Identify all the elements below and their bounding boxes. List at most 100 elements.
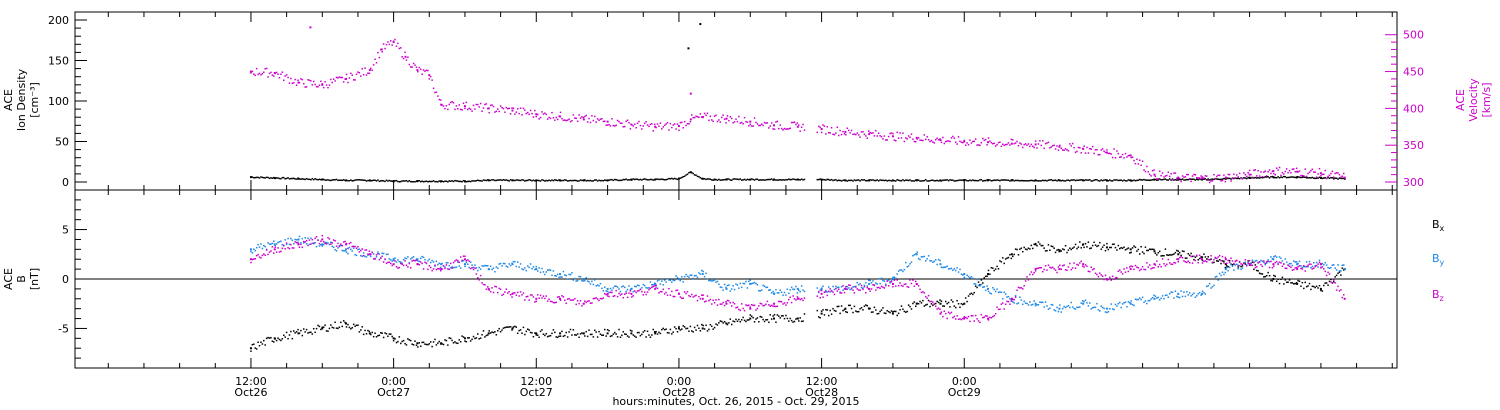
trace-point-Bz [832,291,834,293]
trace-point-velocity [1338,173,1341,176]
trace-point-Bx [862,309,864,311]
trace-point-Bx [414,340,416,342]
trace-point-By [997,291,1000,294]
trace-point-density [1033,180,1035,182]
trace-point-velocity [850,129,853,132]
trace-point-velocity [536,113,539,116]
trace-point-density [1247,176,1249,179]
trace-point-Bz [655,284,657,286]
trace-point-density [799,179,801,181]
trace-point-velocity [973,140,975,143]
trace-point-density [655,178,657,180]
trace-point-By [504,262,506,265]
trace-point-density [1177,178,1180,181]
trace-point-velocity [785,128,787,130]
trace-point-Bx [1074,243,1077,246]
trace-point-density [989,179,991,181]
trace-point-velocity [408,63,411,66]
trace-point-density [596,180,599,182]
trace-point-velocity [1331,170,1334,173]
trace-point-density [301,178,304,180]
trace-point-Bx [586,335,589,338]
trace-point-velocity [606,124,609,126]
trace-point-velocity [1208,181,1211,184]
trace-point-Bx [1007,256,1010,259]
trace-point-density [478,179,480,182]
trace-point-density [957,179,960,182]
trace-point-Bz [837,288,840,290]
trace-point-velocity [1210,180,1212,182]
trace-point-Bz [327,236,329,239]
trace-point-By [508,263,510,265]
trace-point-velocity [521,113,523,116]
trace-point-density [1301,176,1304,179]
trace-point-Bz [1137,267,1140,269]
trace-point-By [877,277,880,280]
trace-point-density [1136,179,1138,182]
trace-point-velocity [1268,169,1271,171]
trace-point-By [982,286,984,289]
trace-point-Bz [990,317,993,319]
trace-point-density [340,179,342,181]
trace-point-Bx [1206,258,1208,260]
trace-point-Bz [1036,267,1038,270]
trace-point-By [1290,262,1292,265]
trace-point-Bz [347,247,349,250]
trace-point-density [920,180,923,182]
trace-point-By [1074,308,1077,310]
trace-point-By [437,263,439,266]
trace-point-Bz [729,302,732,304]
trace-point-density [1274,176,1277,179]
trace-point-Bz [454,260,456,262]
trace-point-By [548,269,550,271]
trace-point-density [508,180,510,182]
trace-point-Bz [648,288,650,291]
trace-point-velocity [683,120,686,123]
trace-point-Bz [301,246,304,249]
trace-point-Bz [699,298,702,300]
trace-point-velocity [452,102,455,104]
trace-point-velocity [773,128,776,130]
trace-point-density [792,178,794,180]
trace-point-By [538,267,540,269]
data-point-density [1343,177,1346,180]
trace-point-Bx [840,305,843,307]
trace-point-velocity [732,121,734,124]
trace-point-Bx [521,332,523,334]
mag-ylabel-line-2: B [15,275,28,283]
trace-point-density [681,176,683,179]
trace-point-velocity [790,121,793,124]
trace-point-Bz [642,294,645,296]
trace-point-velocity [337,77,339,79]
trace-point-By [308,243,311,246]
trace-point-velocity [390,40,392,42]
trace-point-velocity [847,129,850,132]
trace-point-By [796,292,799,294]
trace-point-velocity [983,139,985,142]
trace-point-Bx [1221,260,1224,262]
trace-point-Bz [370,253,372,256]
trace-point-velocity [896,131,898,134]
trace-point-velocity [663,124,666,126]
trace-point-Bz [788,298,790,301]
trace-point-By [1323,264,1325,266]
trace-point-By [394,257,396,259]
data-point-Bz [630,292,633,295]
trace-point-density [912,180,914,182]
trace-point-velocity [295,84,298,86]
left-ylabel-line-2: Ion Density [15,68,28,131]
xtick-time-label: 0:00 [952,375,977,388]
trace-point-Bx [635,336,637,339]
trace-point-density [385,179,388,182]
trace-point-Bz [923,292,926,294]
trace-point-velocity [250,72,252,74]
data-point-By [1272,258,1275,261]
trace-point-Bx [487,334,489,336]
trace-point-velocity [280,73,282,75]
trace-point-density [518,179,520,182]
trace-point-Bz [341,244,344,247]
trace-point-By [849,288,851,291]
trace-point-density [1138,178,1141,181]
trace-point-velocity [1066,149,1068,151]
trace-point-density [1228,177,1231,180]
